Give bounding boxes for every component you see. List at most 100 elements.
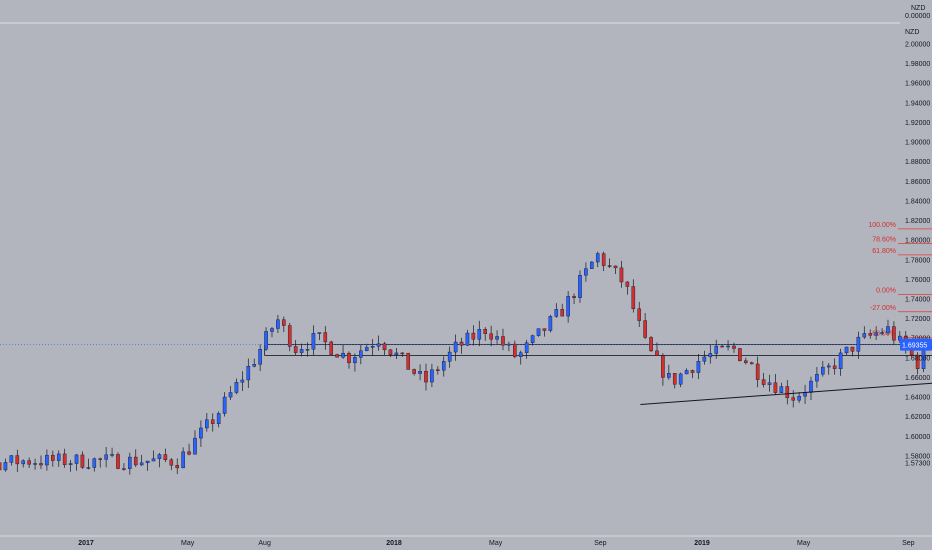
y-axis-tick-label: 1.66000 — [905, 375, 930, 382]
candle-body — [104, 454, 108, 460]
currency-label: NZD — [905, 29, 919, 36]
candle-body — [441, 361, 446, 371]
candle-body — [744, 360, 748, 363]
candle-body — [181, 451, 185, 469]
candle-body — [133, 456, 138, 466]
x-axis-tick-label: Sep — [902, 540, 915, 547]
candle-body — [51, 454, 55, 461]
y-axis-tick-label: 1.96000 — [905, 81, 930, 88]
candle-body — [815, 373, 819, 382]
candle-body — [216, 413, 221, 424]
y-axis-tick-label: 1.84000 — [905, 198, 930, 205]
candle-body — [613, 265, 618, 269]
candle-body — [619, 267, 624, 283]
candle-body — [33, 463, 37, 465]
candle-body — [678, 373, 683, 385]
fib-level-label: -68.00% — [870, 331, 896, 338]
candle-body — [868, 333, 873, 336]
y-axis-tick-label: 1.57300 — [905, 460, 930, 467]
candle-body — [767, 382, 772, 385]
candle-body — [139, 462, 144, 466]
y-axis-tick-label: 1.62000 — [905, 414, 930, 421]
candle-body — [702, 356, 707, 362]
candle-body — [696, 360, 701, 373]
candle-body — [785, 386, 790, 398]
candle-body — [720, 345, 724, 348]
candle-body — [566, 296, 570, 317]
y-axis-tick-label: 1.72000 — [905, 316, 930, 323]
x-axis-tick-label: May — [181, 540, 195, 547]
candle-body — [708, 353, 713, 358]
currency-label: NZD — [911, 5, 925, 12]
candle-body — [495, 336, 499, 340]
x-axis-tick-label: 2017 — [78, 540, 94, 547]
y-axis-tick-label: 1.86000 — [905, 179, 930, 186]
x-axis-tick-label: May — [797, 540, 811, 547]
candle-body — [826, 365, 831, 368]
candle-body — [388, 349, 393, 355]
candle-body — [341, 352, 345, 358]
candle-body — [791, 397, 796, 401]
candle-body — [317, 332, 322, 334]
candle-body — [595, 253, 600, 263]
candle-body — [210, 419, 215, 424]
candle-body — [513, 343, 517, 357]
candle-body — [234, 381, 239, 393]
candle-body — [436, 369, 440, 371]
candle-body — [270, 328, 274, 332]
candle-body — [205, 419, 209, 429]
candle-body — [276, 319, 280, 329]
candle-body — [359, 350, 363, 358]
y-axis-tick-label: 1.68000 — [905, 355, 930, 362]
candle-body — [175, 464, 180, 469]
candle-body — [886, 326, 890, 333]
candle-body — [797, 395, 801, 401]
candle-body — [98, 458, 103, 460]
candle-body — [459, 341, 464, 346]
y-axis-tick-label: 1.90000 — [905, 140, 930, 147]
candle-body — [39, 463, 43, 466]
candle-body — [465, 332, 470, 346]
candle-body — [607, 265, 612, 267]
y-axis-tick-label: 1.92000 — [905, 120, 930, 127]
y-axis-tick-label: 1.82000 — [905, 218, 930, 225]
candle-body — [898, 335, 902, 341]
candle-body — [406, 352, 411, 370]
fib-level-label: 61.80% — [872, 248, 896, 255]
candle-body — [809, 380, 813, 393]
y-axis-tick-label: 1.64000 — [905, 395, 930, 402]
candle-body — [637, 308, 642, 321]
candle-body — [394, 352, 399, 355]
candle-body — [862, 333, 867, 338]
candle-body — [0, 462, 2, 471]
candle-body — [779, 386, 784, 393]
candle-body — [631, 286, 636, 310]
x-axis-tick-label: Aug — [258, 540, 271, 547]
candle-body — [27, 460, 31, 465]
candle-body — [518, 352, 523, 357]
candle-body — [287, 325, 292, 347]
candle-body — [68, 463, 73, 465]
candle-body — [376, 343, 381, 347]
candle-body — [821, 366, 825, 375]
candle-body — [732, 345, 736, 349]
candle-body — [116, 454, 120, 469]
candle-body — [572, 296, 576, 298]
candle-body — [329, 341, 334, 355]
fib-level-label: 100.00% — [868, 222, 896, 229]
ascending-trendline — [640, 382, 932, 405]
candle-body — [347, 352, 351, 364]
candle-body — [530, 335, 535, 343]
candle-body — [193, 437, 197, 455]
candle-body — [122, 468, 126, 470]
candle-body — [453, 341, 458, 353]
candle-body — [246, 366, 251, 381]
candle-body — [755, 363, 760, 380]
candle-body — [536, 328, 541, 336]
candle-body — [672, 373, 677, 385]
y-axis-tick-label: 1.88000 — [905, 159, 930, 166]
candle-body — [3, 462, 8, 471]
y-axis-tick-label: 1.58000 — [905, 453, 930, 460]
candle-body — [554, 309, 559, 317]
